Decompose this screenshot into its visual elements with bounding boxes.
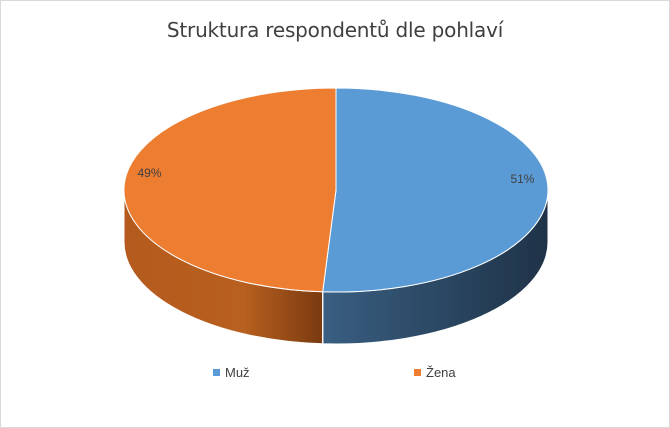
legend-item-muz: Muž <box>213 365 250 380</box>
legend-swatch-muz <box>213 369 220 376</box>
legend: Muž Žena <box>1 365 669 385</box>
legend-swatch-zena <box>414 369 421 376</box>
legend-item-zena: Žena <box>414 365 456 380</box>
legend-label-muz: Muž <box>225 365 250 380</box>
data-label-muz: 51% <box>510 172 534 186</box>
pie-slice-muz <box>322 87 549 293</box>
pie-slice-zena <box>123 87 337 293</box>
chart-title: Struktura respondentů dle pohlaví <box>166 18 504 42</box>
data-label-zena: 49% <box>138 166 162 180</box>
legend-label-zena: Žena <box>426 365 456 380</box>
